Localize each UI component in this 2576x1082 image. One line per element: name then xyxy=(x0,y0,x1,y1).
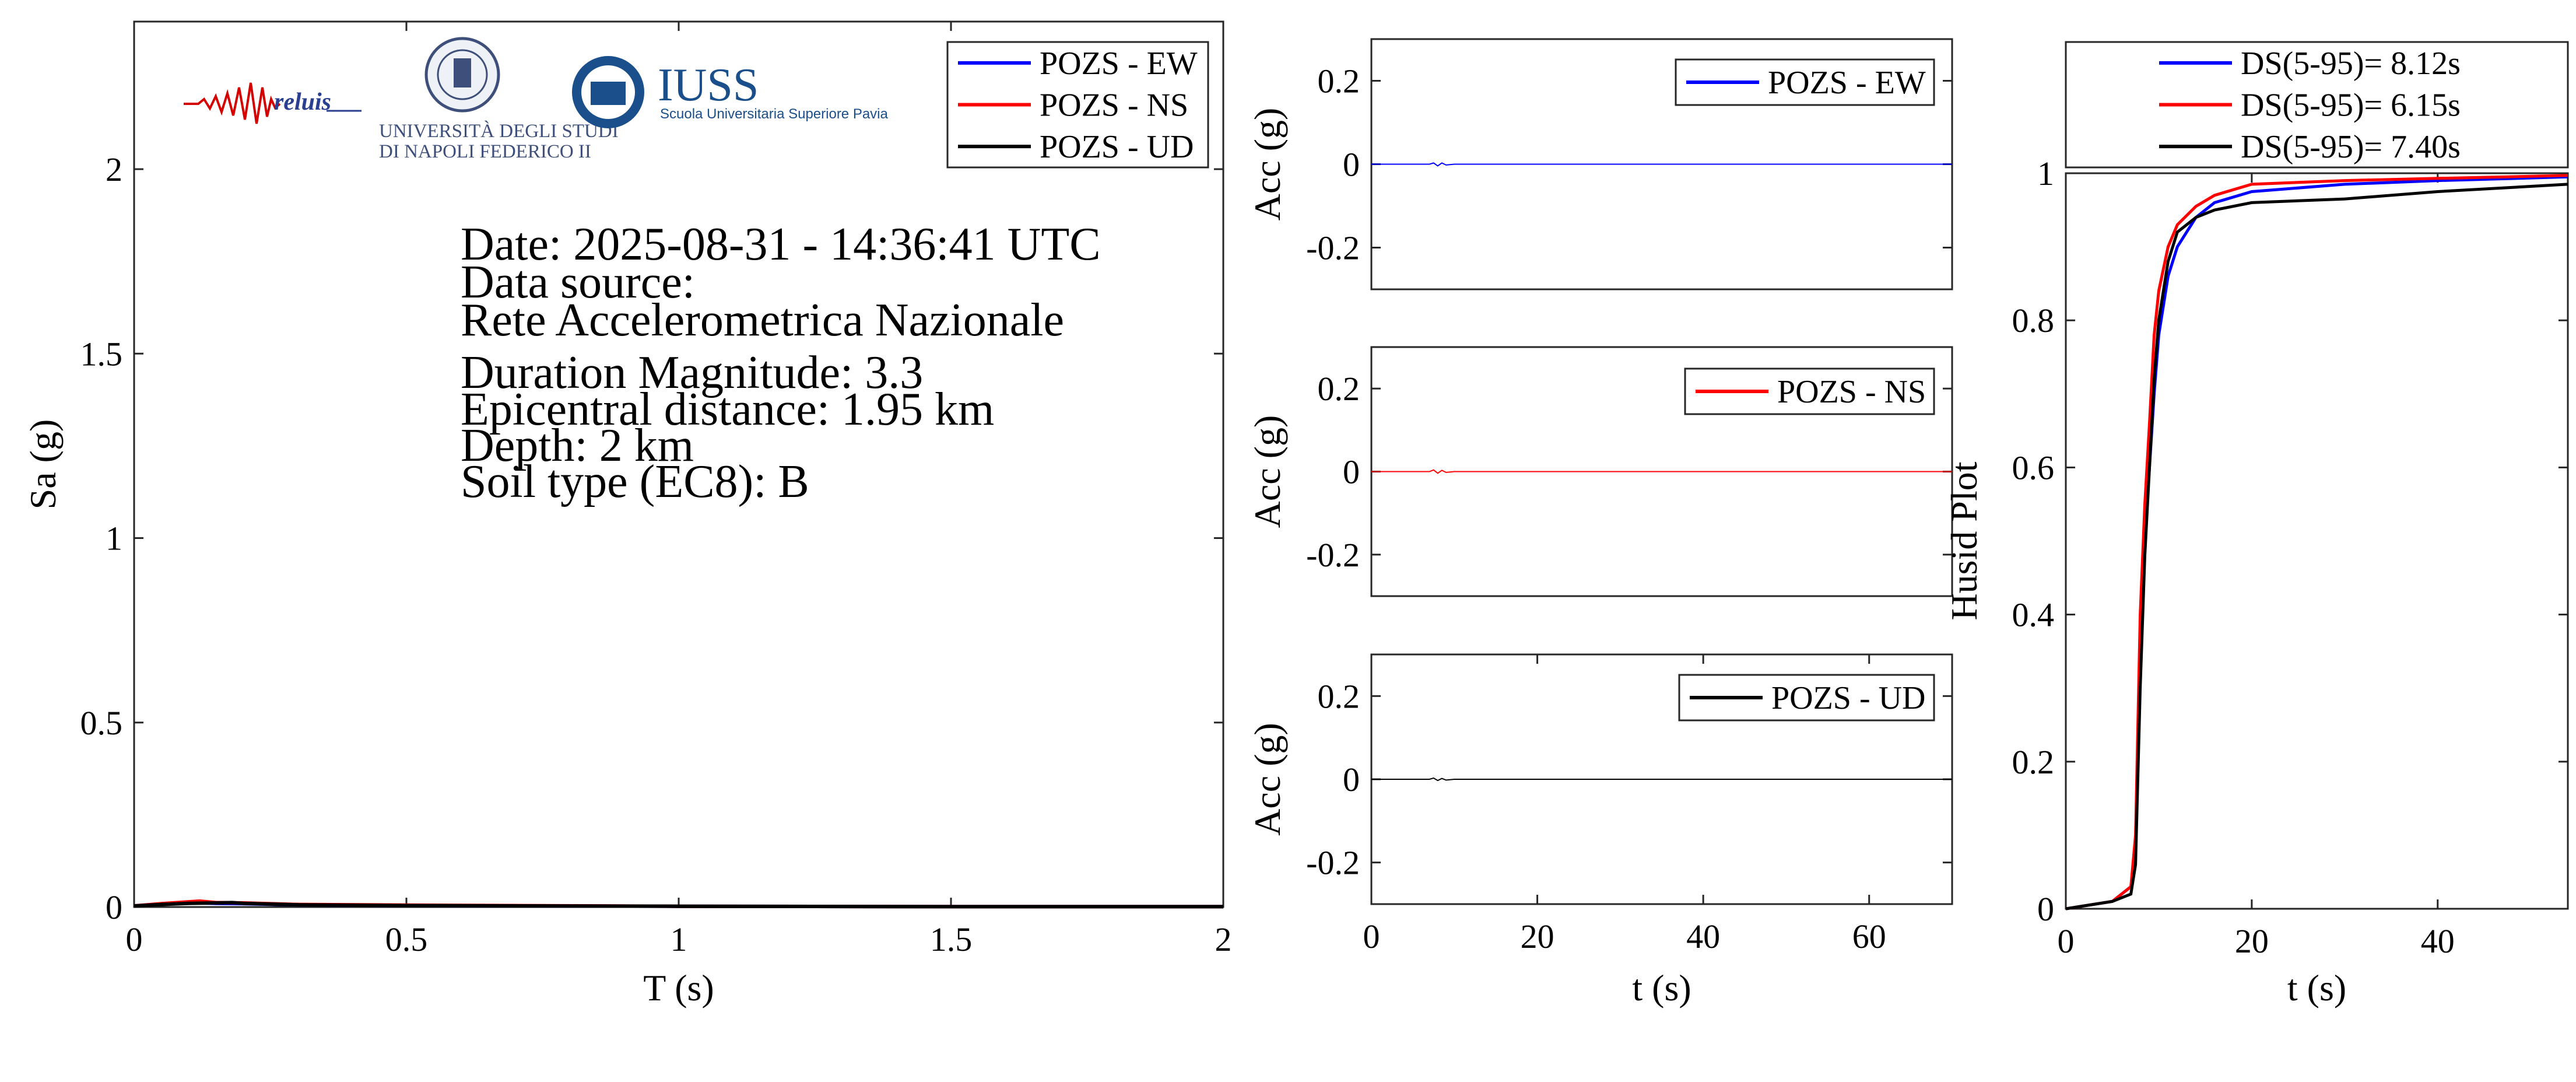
husid-ytick-label: 0.8 xyxy=(2012,302,2055,339)
husid-xtick-label: 0 xyxy=(2058,922,2075,960)
iuss-subtitle: Scuola Universitaria Superiore Pavia xyxy=(660,106,889,122)
spectrum-legend-label: POZS - EW xyxy=(1040,45,1198,82)
spectrum-ytick-label: 1.5 xyxy=(80,335,123,373)
husid-ytick-label: 0.6 xyxy=(2012,449,2055,486)
info-depth: Depth: 2 km xyxy=(461,420,694,471)
spectrum-xtick-label: 2 xyxy=(1215,920,1232,958)
acc_ud-legend-label: POZS - UD xyxy=(1771,680,1925,716)
husid-legend xyxy=(2065,41,2569,169)
acc-ns-axes: -0.2 0 0.2 Acc (g) POZS - NS xyxy=(1247,346,1953,597)
husid-legend-label: DS(5-95)= 7.40s xyxy=(2241,129,2461,165)
acc_ud-ylabel: Acc (g) xyxy=(1247,723,1288,836)
husid-xtick-label: 40 xyxy=(2421,922,2455,960)
acc_ud-xtick-label: 60 xyxy=(1852,918,1886,955)
acc_ud-xlabel: t (s) xyxy=(1632,967,1691,1009)
spectrum-xtick-label: 0 xyxy=(126,920,143,958)
husid-xtick-label: 20 xyxy=(2235,922,2269,960)
acc_ud-ytick-label: 0 xyxy=(1343,761,1360,799)
iuss-logo: IUSS Scuola Universitaria Superiore Pavi… xyxy=(572,56,889,128)
husid-ytick-label: 0.2 xyxy=(2012,743,2055,781)
acc-ud-axes: -0.200.20 20 40 60t (s)Acc (g)POZS - UD xyxy=(1247,653,1953,1009)
info-source-name: Rete Accelerometrica Nazionale xyxy=(461,295,1064,346)
husid-series-line xyxy=(2065,174,2568,911)
reluis-logo: reluis xyxy=(184,82,362,124)
husid-plot-area xyxy=(2065,172,2569,910)
spectrum-xtick-label: 1.5 xyxy=(930,920,973,958)
husid-legend-label: DS(5-95)= 6.15s xyxy=(2241,87,2461,124)
info-distance: Epicentral distance: 1.95 km xyxy=(461,384,994,435)
acc_ns-ytick-label: -0.2 xyxy=(1306,536,1360,574)
iuss-wordmark: IUSS xyxy=(658,59,759,111)
acc_ns-ytick-label: 0.2 xyxy=(1318,370,1360,408)
spectrum-axes: 0 0.5 1 1.5 2 0 0.5 1 1.5 2 T (s) Sa (g) POZS - EW PO… xyxy=(22,20,1232,1009)
spectrum-legend-label: POZS - UD xyxy=(1040,129,1194,165)
spectrum-ytick-label: 2 xyxy=(106,150,122,188)
acc_ew-ylabel: Acc (g) xyxy=(1247,108,1288,221)
acc_ew-ytick-label: 0 xyxy=(1343,146,1360,184)
acc_ud-ytick-label: -0.2 xyxy=(1306,844,1360,882)
info-soil: Soil type (EC8): B xyxy=(461,456,809,507)
acc_ew-legend-label: POZS - EW xyxy=(1768,65,1926,101)
acc_ns-ytick-label: 0 xyxy=(1343,453,1360,491)
unina-line1: UNIVERSITÀ DEGLI STUDI xyxy=(379,120,619,142)
husid-ytick-label: 1 xyxy=(2037,155,2054,192)
acc_ud-xtick-label: 20 xyxy=(1521,918,1554,955)
spectrum-ytick-label: 1 xyxy=(106,520,122,558)
spectrum-legend-label: POZS - NS xyxy=(1040,87,1188,124)
husid-ytick-label: 0 xyxy=(2037,890,2054,928)
acc_ew-ytick-label: -0.2 xyxy=(1306,229,1360,267)
info-source-label: Data source: xyxy=(461,257,695,308)
husid-axes: 0 0.2 0.4 0.6 0.8 1 0 20 40 t (s) Husid Plot DS(5-9… xyxy=(1943,41,2569,1009)
spectrum-xtick-label: 1 xyxy=(671,920,687,958)
husid-xlabel: t (s) xyxy=(2287,967,2346,1009)
spectrum-xtick-label: 0.5 xyxy=(385,920,428,958)
acc_ns-ylabel: Acc (g) xyxy=(1247,415,1288,528)
acc-ew-axes: -0.2 0 0.2 Acc (g) POZS - EW xyxy=(1247,38,1953,290)
acc_ew-series-line xyxy=(1371,162,1952,167)
unina-logo: UNIVERSITÀ DEGLI STUDI DI NAPOLI FEDERIC… xyxy=(379,37,619,162)
spectrum-series-line xyxy=(134,901,1223,909)
reluis-seismogram-icon xyxy=(184,82,281,124)
spectrum-plot-area xyxy=(133,20,1224,908)
unina-line2: DI NAPOLI FEDERICO II xyxy=(379,141,591,162)
husid-ylabel: Husid Plot xyxy=(1943,461,1985,620)
husid-series-line xyxy=(2065,183,2568,911)
spectrum-ylabel: Sa (g) xyxy=(22,419,64,510)
acc_ns-series-line xyxy=(1371,469,1952,474)
spectrum-ytick-label: 0 xyxy=(106,888,122,926)
info-date: Date: 2025-08-31 - 14:36:41 UTC xyxy=(461,219,1101,270)
acc_ud-xtick-label: 40 xyxy=(1686,918,1720,955)
reluis-wordmark: reluis xyxy=(274,89,331,115)
info-magnitude: Duration Magnitude: 3.3 xyxy=(461,347,923,398)
acc_ns-legend-label: POZS - NS xyxy=(1777,374,1926,410)
husid-legend-label: DS(5-95)= 8.12s xyxy=(2241,45,2461,82)
acc_ud-series-line xyxy=(1371,777,1952,782)
acc_ud-ytick-label: 0.2 xyxy=(1318,677,1360,715)
acc_ud-xtick-label: 0 xyxy=(1363,918,1380,955)
spectrum-xlabel: T (s) xyxy=(643,967,714,1009)
husid-ytick-label: 0.4 xyxy=(2012,596,2055,634)
acc_ew-ytick-label: 0.2 xyxy=(1318,62,1360,100)
event-info: Date: 2025-08-31 - 14:36:41 UTC Data sou… xyxy=(461,219,1101,507)
spectrum-ytick-label: 0.5 xyxy=(80,704,123,742)
